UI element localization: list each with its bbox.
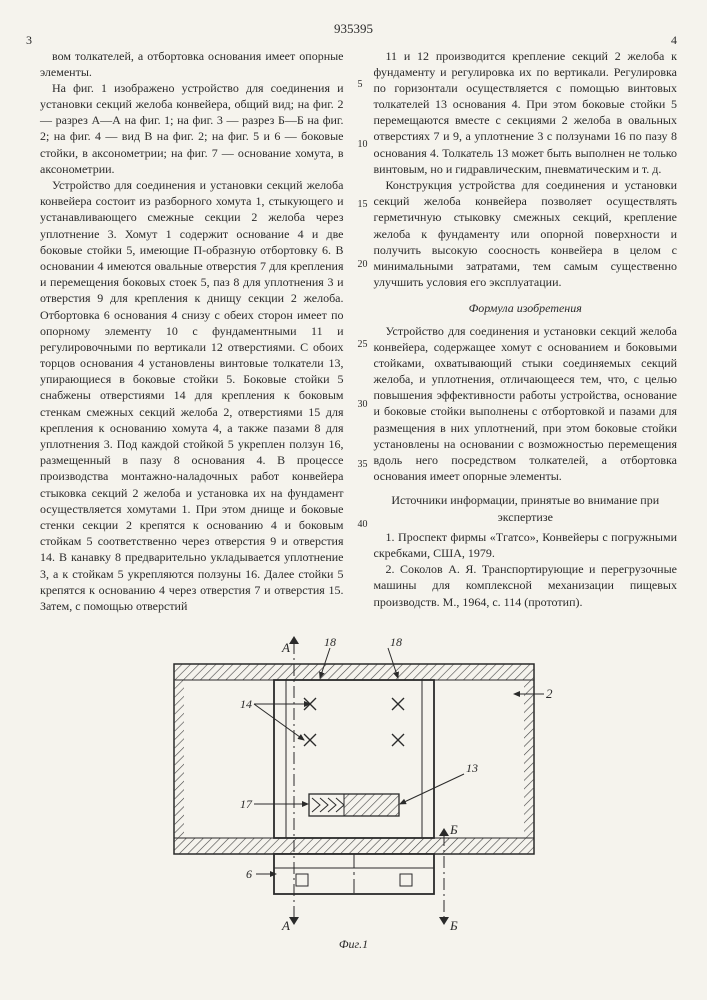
figure-label: Фиг.1 xyxy=(30,936,677,952)
svg-text:17: 17 xyxy=(240,797,253,811)
source-item: 2. Соколов А. Я. Транспортирующие и пере… xyxy=(374,561,678,610)
para: вом толкателей, а отбортовка основания и… xyxy=(40,48,344,80)
line-num: 15 xyxy=(358,198,368,212)
patent-number: 935395 xyxy=(30,20,677,38)
line-num: 25 xyxy=(358,338,368,352)
source-item: 1. Проспект фирмы «Тгатсо», Конвейеры с … xyxy=(374,529,678,561)
svg-text:14: 14 xyxy=(240,697,252,711)
line-num: 20 xyxy=(358,258,368,272)
svg-text:Б: Б xyxy=(449,822,458,837)
svg-text:18: 18 xyxy=(390,635,402,649)
line-num: 10 xyxy=(358,138,368,152)
svg-text:Б: Б xyxy=(449,918,458,933)
line-num: 30 xyxy=(358,398,368,412)
sources-header: Источники информации, принятые во вниман… xyxy=(374,492,678,524)
svg-text:2: 2 xyxy=(546,686,553,701)
svg-text:A: A xyxy=(281,918,290,933)
figure-1: A 18 18 2 14 13 17 6 A Б Б Фиг.1 xyxy=(30,634,677,952)
page-number-right: 4 xyxy=(671,32,677,48)
para: Конструкция устройства для соединения и … xyxy=(374,177,678,290)
line-num: 35 xyxy=(358,458,368,472)
svg-text:13: 13 xyxy=(466,761,478,775)
svg-text:6: 6 xyxy=(246,867,252,881)
text-columns: 3 вом толкателей, а отбортовка основания… xyxy=(30,48,677,615)
svg-text:A: A xyxy=(281,640,290,655)
para: 11 и 12 производится крепление секций 2 … xyxy=(374,48,678,178)
page-number-left: 3 xyxy=(26,32,32,48)
para: На фиг. 1 изображено устройство для соед… xyxy=(40,80,344,177)
figure-svg: A 18 18 2 14 13 17 6 A Б Б xyxy=(144,634,564,934)
line-num: 5 xyxy=(358,78,363,92)
left-column: 3 вом толкателей, а отбортовка основания… xyxy=(30,48,344,615)
svg-text:18: 18 xyxy=(324,635,336,649)
formula-text: Устройство для соединения и установки се… xyxy=(374,323,678,485)
line-num: 40 xyxy=(358,518,368,532)
para: Устройство для соединения и установки се… xyxy=(40,177,344,614)
right-column: 4 5 10 15 20 25 30 35 40 11 и 12 произво… xyxy=(360,48,678,615)
formula-header: Формула изобретения xyxy=(374,300,678,316)
